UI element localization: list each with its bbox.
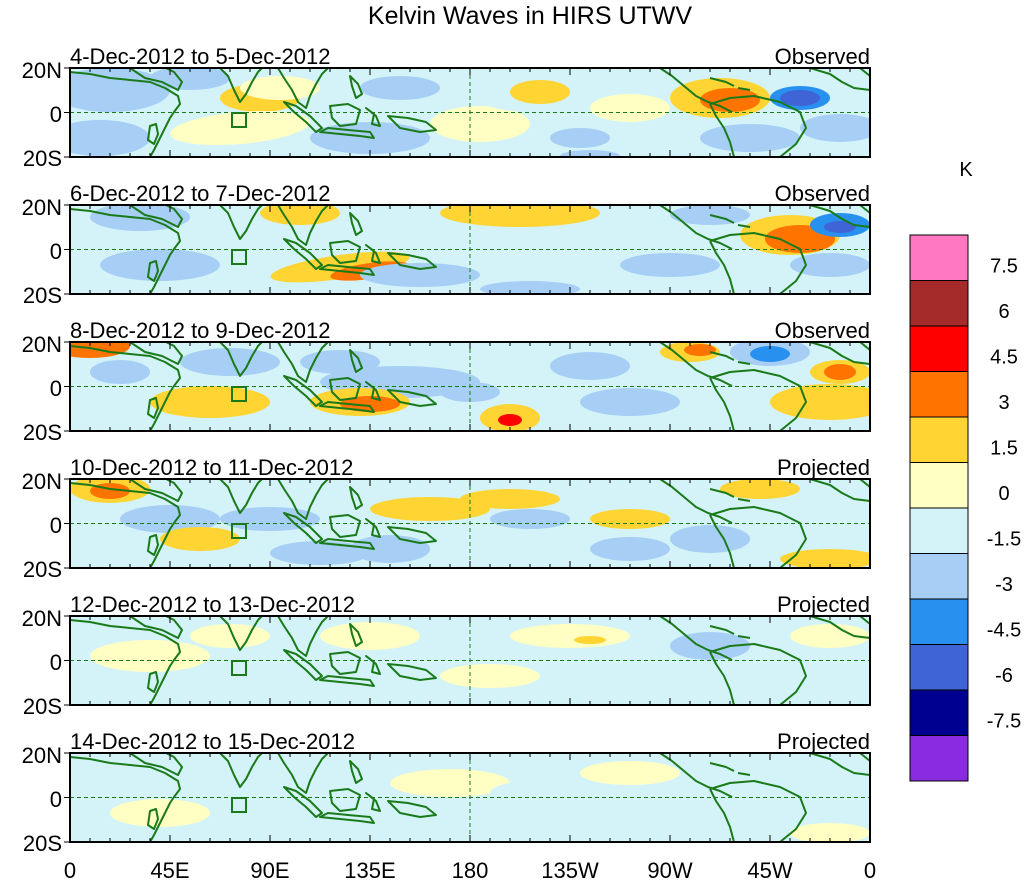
panel-date: 12-Dec-2012 to 13-Dec-2012 <box>70 592 355 617</box>
panel-status: Projected <box>777 455 870 480</box>
latitude-tick-label: 0 <box>50 513 62 538</box>
colorbar-swatch <box>909 507 969 554</box>
colorbar: K 7.5 6 4.5 3 1.5 0 -1.5 -3 -4.5 -6 -7.5 <box>909 159 1021 782</box>
colorbar-label: 1.5 <box>990 438 1018 460</box>
longitude-tick-label: 45E <box>150 858 189 883</box>
longitude-tick-label: 135E <box>344 858 395 883</box>
longitude-tick-label: 0 <box>64 858 76 883</box>
latitude-tick-label: 20S <box>23 694 62 719</box>
latitude-tick-label: 20S <box>23 146 62 171</box>
colorbar-label: -7.5 <box>987 711 1021 733</box>
panel-date: 14-Dec-2012 to 15-Dec-2012 <box>70 729 355 754</box>
latitude-tick-label: 20N <box>22 332 62 357</box>
map-panels: 4-Dec-2012 to 5-Dec-2012 Observed20N020S6… <box>22 44 871 856</box>
latitude-tick-label: 0 <box>50 239 62 264</box>
longitude-tick-label: 45W <box>747 858 792 883</box>
map-panel: 4-Dec-2012 to 5-Dec-2012 Observed 20N 0 20S <box>22 44 871 171</box>
latitude-tick-label: 0 <box>50 650 62 675</box>
colorbar-swatch <box>909 689 969 736</box>
latitude-tick-label: 0 <box>50 376 62 401</box>
colorbar-label: 3 <box>998 392 1009 414</box>
latitude-tick-label: 20N <box>22 743 62 768</box>
map-panel: 6-Dec-2012 to 7-Dec-2012 Observed 20N 0 20S <box>22 181 871 308</box>
panel-status: Projected <box>777 729 870 754</box>
map-panel: 10-Dec-2012 to 11-Dec-2012 Projected 20N 0 2… <box>22 455 871 582</box>
latitude-tick-label: 20N <box>22 469 62 494</box>
colorbar-swatch <box>909 371 969 418</box>
anomaly-map <box>69 752 871 843</box>
colorbar-labels: 7.5 6 4.5 3 1.5 0 -1.5 -3 -4.5 -6 -7.5 <box>987 256 1021 733</box>
panel-date: 10-Dec-2012 to 11-Dec-2012 <box>70 455 353 480</box>
colorbar-swatch <box>909 598 969 645</box>
colorbar-label: 4.5 <box>990 347 1018 369</box>
colorbar-label: -6 <box>995 665 1013 687</box>
colorbar-swatch <box>909 416 969 463</box>
map-panel: 14-Dec-2012 to 15-Dec-2012 Projected 20N 0 2… <box>22 729 871 856</box>
colorbar-label: -3 <box>995 574 1013 596</box>
colorbar-swatch <box>909 280 969 327</box>
colorbar-swatch <box>909 644 969 691</box>
anomaly-map <box>69 67 871 158</box>
colorbar-swatch <box>909 234 969 281</box>
longitude-tick-label: 135W <box>541 858 599 883</box>
latitude-tick-label: 20S <box>23 420 62 445</box>
anomaly-map <box>69 615 871 706</box>
latitude-tick-label: 0 <box>50 787 62 812</box>
colorbar-label: -1.5 <box>987 529 1021 551</box>
colorbar-label: 6 <box>998 301 1009 323</box>
panel-date: 4-Dec-2012 to 5-Dec-2012 <box>70 44 330 69</box>
panel-date: 8-Dec-2012 to 9-Dec-2012 <box>70 318 330 343</box>
colorbar-unit: K <box>959 159 973 181</box>
panel-status: Observed <box>775 181 870 206</box>
anomaly-map <box>69 204 871 295</box>
latitude-tick-label: 20S <box>23 283 62 308</box>
longitude-tick-label: 0 <box>864 858 876 883</box>
latitude-tick-label: 20S <box>23 831 62 856</box>
longitude-tick-label: 90E <box>250 858 289 883</box>
panel-status: Observed <box>775 318 870 343</box>
map-panel: 8-Dec-2012 to 9-Dec-2012 Observed 20N 0 20S <box>22 318 871 445</box>
colorbar-label: 7.5 <box>990 256 1018 278</box>
longitude-axis: 0 45E 90E 135E 180 135W 90W 45W 0 <box>64 858 876 883</box>
longitude-tick-label: 180 <box>452 858 489 883</box>
colorbar-swatch <box>909 735 969 782</box>
colorbar-boxes <box>909 234 969 782</box>
colorbar-label: 0 <box>998 483 1009 505</box>
colorbar-swatch <box>909 325 969 372</box>
colorbar-swatch <box>909 462 969 509</box>
panel-date: 6-Dec-2012 to 7-Dec-2012 <box>70 181 330 206</box>
latitude-tick-label: 20S <box>23 557 62 582</box>
latitude-tick-label: 20N <box>22 195 62 220</box>
latitude-tick-label: 0 <box>50 102 62 127</box>
panel-status: Projected <box>777 592 870 617</box>
anomaly-map <box>69 341 871 432</box>
longitude-tick-label: 90W <box>647 858 692 883</box>
colorbar-swatch <box>909 553 969 600</box>
colorbar-label: -4.5 <box>987 620 1021 642</box>
latitude-tick-label: 20N <box>22 58 62 83</box>
anomaly-map <box>69 478 871 569</box>
figure-title: Kelvin Waves in HIRS UTWV <box>368 2 692 30</box>
map-panel: 12-Dec-2012 to 13-Dec-2012 Projected 20N 0 2… <box>22 592 871 719</box>
panel-status: Observed <box>775 44 870 69</box>
latitude-tick-label: 20N <box>22 606 62 631</box>
